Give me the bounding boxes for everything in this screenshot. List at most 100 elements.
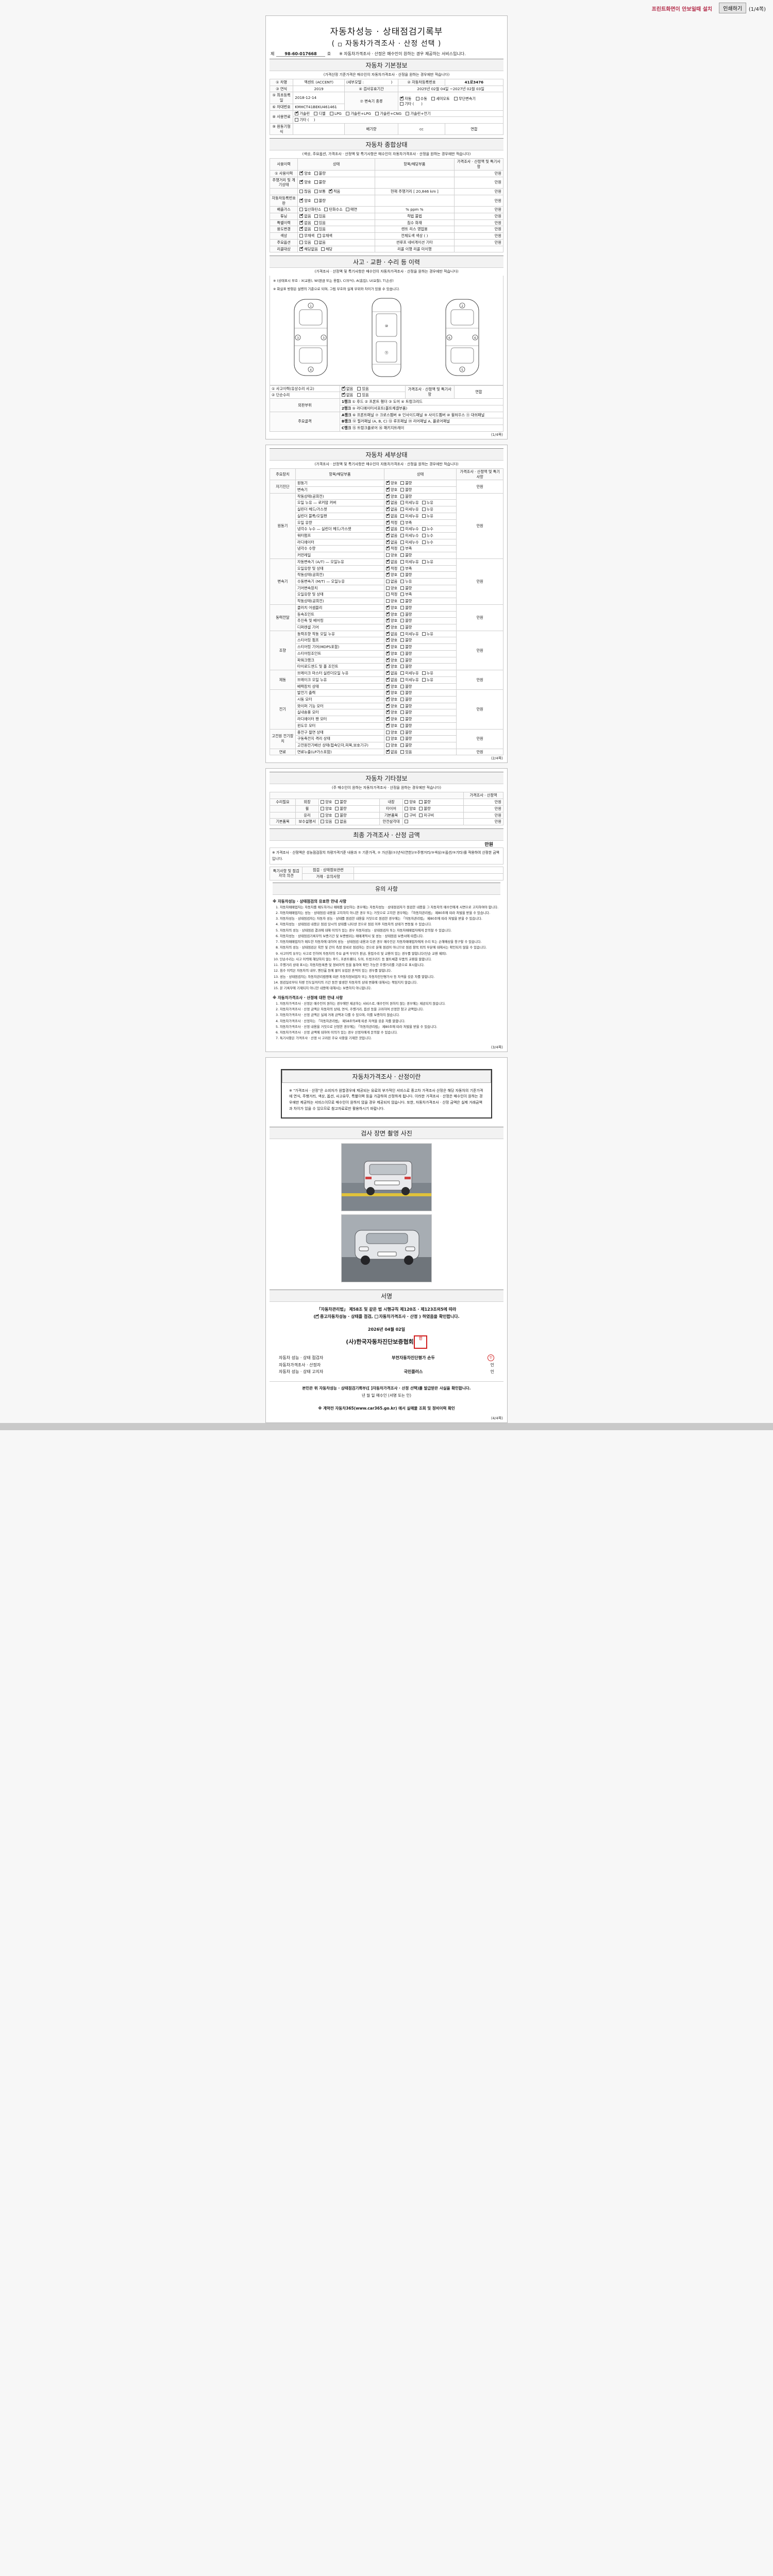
- fuel-opt-etc[interactable]: 기타 ( ): [295, 117, 315, 123]
- overall-row-10-opt-0[interactable]: 해당없음: [299, 246, 318, 252]
- detail-g1-i6-opt-1[interactable]: 미세누수: [400, 533, 419, 538]
- detail-g5-i1-opt-1[interactable]: 미세누유: [400, 677, 419, 683]
- other-r2-a-opt-1[interactable]: 불량: [335, 813, 347, 818]
- print-button[interactable]: 인쇄하기: [719, 3, 746, 13]
- overall-row-4-opt-0[interactable]: 일산화탄소: [299, 207, 321, 212]
- detail-g3-i2-opt-0[interactable]: 양호: [385, 618, 397, 623]
- detail-g2-i2-opt-1[interactable]: 불량: [400, 572, 412, 578]
- detail-g5-i0-opt-2[interactable]: 누유: [422, 671, 433, 676]
- detail-g4-i0-opt-1[interactable]: 미세누유: [400, 632, 419, 637]
- detail-g1-i0-opt-0[interactable]: 양호: [385, 494, 397, 499]
- detail-g1-i2-opt-2[interactable]: 누유: [422, 507, 433, 512]
- detail-g1-i3-opt-2[interactable]: 누유: [422, 514, 433, 519]
- detail-g6-i4-opt-0[interactable]: 양호: [385, 716, 397, 722]
- overall-row-1-opt-0[interactable]: 양호: [299, 179, 311, 185]
- fuel-opt-gas-elec[interactable]: 가솔린+전기: [406, 111, 430, 116]
- price-survey-checkbox[interactable]: [338, 43, 342, 46]
- overall-row-3-opt-0[interactable]: 양호: [299, 198, 311, 204]
- other-r3-a-opt-1[interactable]: 없음: [335, 819, 347, 824]
- detail-g8-i0-opt-0[interactable]: 없음: [385, 749, 397, 755]
- detail-g3-i2-opt-1[interactable]: 불량: [400, 618, 412, 623]
- detail-g1-i7-opt-1[interactable]: 미세누수: [400, 540, 419, 545]
- overall-row-4-opt-2[interactable]: 매연: [345, 207, 357, 212]
- detail-g0-i0-opt-0[interactable]: 양호: [385, 480, 397, 486]
- detail-g1-i6-opt-0[interactable]: 없음: [385, 533, 397, 538]
- overall-row-1-opt-1[interactable]: 불량: [314, 180, 326, 185]
- overall-row-2-opt-2[interactable]: 적음: [328, 189, 340, 194]
- other-r0-b-opt-1[interactable]: 불량: [419, 800, 431, 805]
- detail-g6-i2-opt-0[interactable]: 양호: [385, 703, 397, 709]
- other-r1-a-opt-0[interactable]: 양호: [321, 806, 332, 811]
- detail-g1-i1-opt-1[interactable]: 미세누유: [400, 500, 419, 505]
- other-r1-b-opt-1[interactable]: 불량: [419, 806, 431, 811]
- other-r2-b-opt-0[interactable]: 구비: [405, 813, 416, 818]
- detail-g2-i3-opt-0[interactable]: 없음: [385, 579, 397, 584]
- detail-g1-i6-opt-2[interactable]: 누수: [422, 533, 433, 538]
- detail-g5-i2-opt-0[interactable]: 양호: [385, 684, 397, 689]
- overall-row-5-opt-0[interactable]: 없음: [299, 213, 311, 219]
- detail-g6-i2-opt-1[interactable]: 불량: [400, 704, 412, 709]
- overall-row-4-opt-1[interactable]: 탄화수소: [324, 207, 343, 212]
- detail-g4-i2-opt-0[interactable]: 양호: [385, 644, 397, 650]
- fuel-opt-lpg[interactable]: LPG: [329, 111, 342, 116]
- detail-g4-i4-opt-1[interactable]: 불량: [400, 658, 412, 663]
- detail-g6-i3-opt-0[interactable]: 양호: [385, 709, 397, 715]
- detail-g5-i0-opt-1[interactable]: 미세누유: [400, 671, 419, 676]
- other-r1-b-opt-0[interactable]: 양호: [405, 806, 416, 811]
- detail-g2-i6-opt-1[interactable]: 불량: [400, 599, 412, 604]
- detail-g4-i5-opt-0[interactable]: 양호: [385, 664, 397, 669]
- detail-g0-i1-opt-1[interactable]: 불량: [400, 487, 412, 493]
- detail-g7-i2-opt-0[interactable]: 양호: [385, 743, 397, 748]
- overall-row-7-opt-1[interactable]: 있음: [314, 227, 326, 232]
- other-r0-b-opt-0[interactable]: 양호: [405, 800, 416, 805]
- detail-g6-i5-opt-1[interactable]: 불량: [400, 723, 412, 728]
- detail-g3-i3-opt-0[interactable]: 양호: [385, 624, 397, 630]
- detail-g7-i0-opt-0[interactable]: 양호: [385, 730, 397, 735]
- fuel-opt-gas-cng[interactable]: 가솔린+CNG: [375, 111, 401, 116]
- detail-g1-i8-opt-1[interactable]: 부족: [400, 546, 412, 551]
- overall-row-9-opt-0[interactable]: 있음: [299, 240, 311, 245]
- detail-g1-i3-opt-0[interactable]: 없음: [385, 513, 397, 519]
- detail-g6-i0-opt-1[interactable]: 불량: [400, 690, 412, 696]
- detail-g2-i5-opt-0[interactable]: 적정: [385, 592, 397, 597]
- detail-g1-i2-opt-0[interactable]: 없음: [385, 506, 397, 512]
- simple-opt-yes[interactable]: 있음: [357, 393, 369, 398]
- detail-g2-i0-opt-1[interactable]: 미세누유: [400, 560, 419, 565]
- detail-g3-i1-opt-0[interactable]: 양호: [385, 612, 397, 617]
- overall-row-3-opt-1[interactable]: 불량: [314, 198, 326, 204]
- special-row-1-value[interactable]: [354, 873, 503, 880]
- trans-opt-semiauto[interactable]: 세미오토: [431, 96, 450, 101]
- detail-g4-i5-opt-1[interactable]: 불량: [400, 664, 412, 669]
- detail-g4-i3-opt-0[interactable]: 양호: [385, 651, 397, 656]
- detail-g6-i1-opt-0[interactable]: 양호: [385, 697, 397, 702]
- detail-g1-i5-opt-2[interactable]: 누수: [422, 527, 433, 532]
- detail-g2-i4-opt-0[interactable]: 양호: [385, 586, 397, 591]
- detail-g4-i3-opt-1[interactable]: 불량: [400, 651, 412, 656]
- detail-g7-i1-opt-1[interactable]: 불량: [400, 736, 412, 741]
- trans-opt-cvt[interactable]: 무단변속기: [453, 96, 476, 101]
- overall-row-0-opt-0[interactable]: 양호: [299, 171, 311, 176]
- detail-g3-i0-opt-1[interactable]: 불량: [400, 605, 412, 611]
- detail-g6-i3-opt-1[interactable]: 불량: [400, 710, 412, 715]
- overall-row-9-opt-1[interactable]: 없음: [314, 240, 326, 245]
- simple-opt-none[interactable]: 없음: [341, 392, 353, 398]
- detail-g4-i0-opt-0[interactable]: 없음: [385, 631, 397, 637]
- trans-opt-etc[interactable]: 기타 ( ): [400, 101, 423, 107]
- detail-g1-i5-opt-1[interactable]: 미세누수: [400, 527, 419, 532]
- other-r0-a-opt-0[interactable]: 양호: [321, 800, 332, 805]
- detail-g5-i1-opt-0[interactable]: 없음: [385, 677, 397, 683]
- detail-g4-i1-opt-0[interactable]: 양호: [385, 637, 397, 643]
- overall-row-10-opt-1[interactable]: 해당: [321, 247, 332, 252]
- detail-g2-i1-opt-1[interactable]: 부족: [400, 566, 412, 571]
- detail-g2-i5-opt-1[interactable]: 부족: [400, 592, 412, 597]
- overall-row-0-opt-1[interactable]: 불량: [314, 171, 326, 176]
- trans-opt-manual[interactable]: 수동: [415, 96, 427, 101]
- detail-g1-i9-opt-0[interactable]: 양호: [385, 553, 397, 558]
- detail-g7-i0-opt-1[interactable]: 불량: [400, 730, 412, 735]
- special-row-0-value[interactable]: [354, 867, 503, 874]
- accident-opt-none[interactable]: 없음: [341, 386, 353, 392]
- overall-row-2-opt-0[interactable]: 많음: [299, 189, 311, 194]
- detail-g6-i5-opt-0[interactable]: 양호: [385, 723, 397, 728]
- confirm-checkbox-price[interactable]: [374, 1315, 378, 1319]
- fuel-opt-gasoline[interactable]: 가솔린: [295, 111, 310, 116]
